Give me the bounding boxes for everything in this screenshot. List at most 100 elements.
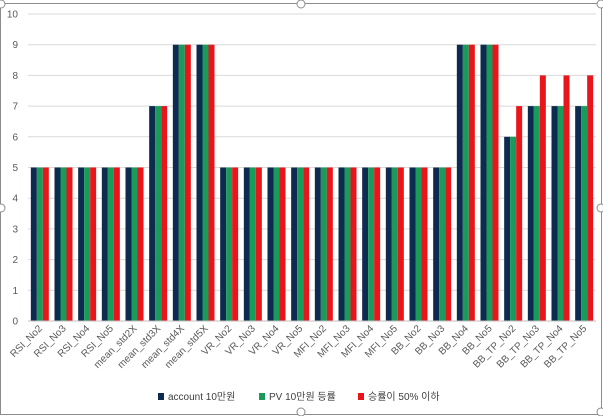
bar-PV-10만원-등률-RSI_No2 <box>36 167 43 321</box>
y-tick-label: 8 <box>12 71 18 82</box>
bar-승률이-50%-이하-VR_No3 <box>255 167 262 321</box>
bar-승률이-50%-이하-RSI_No2 <box>42 167 49 321</box>
bar-승률이-50%-이하-BB_TP_No3 <box>539 75 546 322</box>
bar-account-10만원-BB_No4 <box>456 44 463 321</box>
resize-handle[interactable] <box>296 407 306 416</box>
bar-account-10만원-RSI_No2 <box>30 167 37 321</box>
y-tick-label: 1 <box>12 286 18 297</box>
bar-PV-10만원-등률-RSI_No4 <box>84 167 91 321</box>
y-tick-label: 4 <box>12 194 18 205</box>
legend-label: PV 10만원 등률 <box>269 391 336 403</box>
bar-승률이-50%-이하-RSI_No5 <box>113 167 120 321</box>
y-tick-label: 10 <box>7 10 19 21</box>
bar-PV-10만원-등률-MFI_No2 <box>320 167 327 321</box>
bar-승률이-50%-이하-MFI_No4 <box>374 167 381 321</box>
y-tick-label: 3 <box>12 224 18 235</box>
bar-승률이-50%-이하-mean_std4X <box>184 44 191 321</box>
resize-handle[interactable] <box>0 0 6 9</box>
bar-PV-10만원-등률-BB_No2 <box>415 167 422 321</box>
bar-승률이-50%-이하-MFI_No2 <box>326 167 333 321</box>
bar-PV-10만원-등률-mean_std2X <box>131 167 138 321</box>
bar-PV-10만원-등률-VR_No3 <box>249 167 256 321</box>
bar-승률이-50%-이하-mean_std3X <box>161 106 168 321</box>
bar-account-10만원-BB_TP_No2 <box>504 136 511 321</box>
bar-승률이-50%-이하-MFI_No5 <box>397 167 404 321</box>
bar-account-10만원-MFI_No4 <box>362 167 369 321</box>
bar-승률이-50%-이하-BB_No4 <box>468 44 475 321</box>
y-axis-ticks: 0 1 2 3 4 5 6 7 8 9 10 <box>7 10 19 328</box>
y-tick-label: 6 <box>12 132 18 143</box>
bar-PV-10만원-등률-VR_No2 <box>226 167 233 321</box>
bar-account-10만원-mean_std4X <box>172 44 179 321</box>
legend-swatch <box>358 393 364 400</box>
bar-account-10만원-RSI_No3 <box>54 167 61 321</box>
bar-account-10만원-VR_No4 <box>267 167 274 321</box>
bar-account-10만원-VR_No2 <box>220 167 227 321</box>
bar-승률이-50%-이하-VR_No5 <box>303 167 310 321</box>
bar-승률이-50%-이하-VR_No2 <box>232 167 239 321</box>
bar-승률이-50%-이하-RSI_No3 <box>66 167 73 321</box>
bar-PV-10만원-등률-MFI_No3 <box>344 167 351 321</box>
x-axis-labels: RSI_No2RSI_No3RSI_No4RSI_No5mean_std2Xme… <box>8 323 589 371</box>
bars <box>30 44 594 322</box>
bar-PV-10만원-등률-BB_TP_No2 <box>510 136 517 321</box>
bar-account-10만원-MFI_No3 <box>338 167 345 321</box>
bar-PV-10만원-등률-BB_No5 <box>486 44 493 321</box>
legend: account 10만원 PV 10만원 등률 승률이 50% 이하 <box>158 390 440 403</box>
resize-handle[interactable] <box>596 407 603 416</box>
bar-PV-10만원-등률-BB_TP_No5 <box>581 106 588 321</box>
gridlines <box>28 13 596 291</box>
y-tick-label: 5 <box>12 163 18 174</box>
bar-승률이-50%-이하-BB_TP_No2 <box>516 106 523 321</box>
bar-PV-10만원-등률-RSI_No5 <box>107 167 114 321</box>
resize-handle[interactable] <box>596 203 603 213</box>
resize-handle[interactable] <box>596 0 603 9</box>
resize-handle[interactable] <box>0 203 6 213</box>
bar-account-10만원-RSI_No5 <box>101 167 108 321</box>
bar-승률이-50%-이하-BB_No3 <box>445 167 452 321</box>
bar-account-10만원-mean_std2X <box>125 167 132 321</box>
bar-승률이-50%-이하-RSI_No4 <box>90 167 97 321</box>
bar-PV-10만원-등률-BB_No4 <box>462 44 469 321</box>
bar-account-10만원-MFI_No2 <box>314 167 321 321</box>
bar-account-10만원-mean_std5X <box>196 44 203 321</box>
bar-승률이-50%-이하-mean_std5X <box>208 44 215 321</box>
bar-account-10만원-RSI_No4 <box>78 167 85 321</box>
bar-account-10만원-BB_No3 <box>433 167 440 321</box>
bar-PV-10만원-등률-BB_TP_No3 <box>533 106 540 321</box>
bar-PV-10만원-등률-MFI_No5 <box>391 167 398 321</box>
y-tick-label: 2 <box>12 255 18 266</box>
bar-account-10만원-BB_TP_No3 <box>527 106 534 321</box>
bar-PV-10만원-등률-BB_No3 <box>439 167 446 321</box>
bar-account-10만원-BB_No5 <box>480 44 487 321</box>
bar-PV-10만원-등률-MFI_No4 <box>368 167 375 321</box>
bar-PV-10만원-등률-VR_No4 <box>273 167 280 321</box>
y-tick-label: 7 <box>12 102 18 113</box>
legend-swatch <box>259 393 265 400</box>
bar-account-10만원-BB_TP_No4 <box>551 106 558 321</box>
legend-label: 승률이 50% 이하 <box>368 390 440 403</box>
legend-swatch <box>158 393 164 400</box>
bar-승률이-50%-이하-MFI_No3 <box>350 167 357 321</box>
bar-account-10만원-MFI_No5 <box>385 167 392 321</box>
y-tick-label: 0 <box>12 317 18 328</box>
bar-승률이-50%-이하-VR_No4 <box>279 167 286 321</box>
bar-account-10만원-BB_TP_No5 <box>575 106 582 321</box>
y-tick-label: 9 <box>12 40 18 51</box>
bar-PV-10만원-등률-mean_std5X <box>202 44 209 321</box>
bar-account-10만원-VR_No5 <box>291 167 298 321</box>
bar-account-10만원-mean_std3X <box>149 106 156 321</box>
bar-승률이-50%-이하-BB_TP_No4 <box>563 75 570 322</box>
bar-승률이-50%-이하-BB_No2 <box>421 167 428 321</box>
bar-account-10만원-BB_No2 <box>409 167 416 321</box>
bar-PV-10만원-등률-BB_TP_No4 <box>557 106 564 321</box>
legend-label: account 10만원 <box>168 391 235 403</box>
bar-승률이-50%-이하-mean_std2X <box>137 167 144 321</box>
bar-승률이-50%-이하-BB_TP_No5 <box>587 75 594 322</box>
bar-PV-10만원-등률-mean_std4X <box>178 44 185 321</box>
resize-handle[interactable] <box>296 0 306 9</box>
bar-PV-10만원-등률-mean_std3X <box>155 106 162 321</box>
